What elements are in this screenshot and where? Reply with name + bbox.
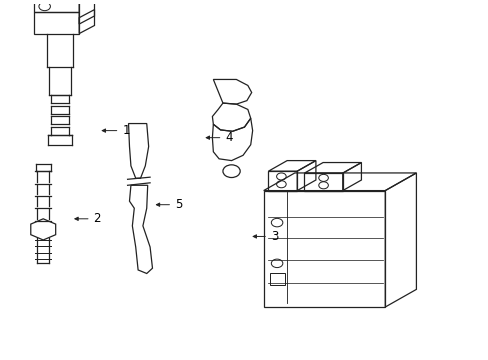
Text: 3: 3 [253, 230, 278, 243]
Text: 2: 2 [75, 212, 101, 225]
Text: 5: 5 [156, 198, 182, 211]
Text: 4: 4 [206, 131, 232, 144]
Text: 1: 1 [102, 124, 129, 137]
